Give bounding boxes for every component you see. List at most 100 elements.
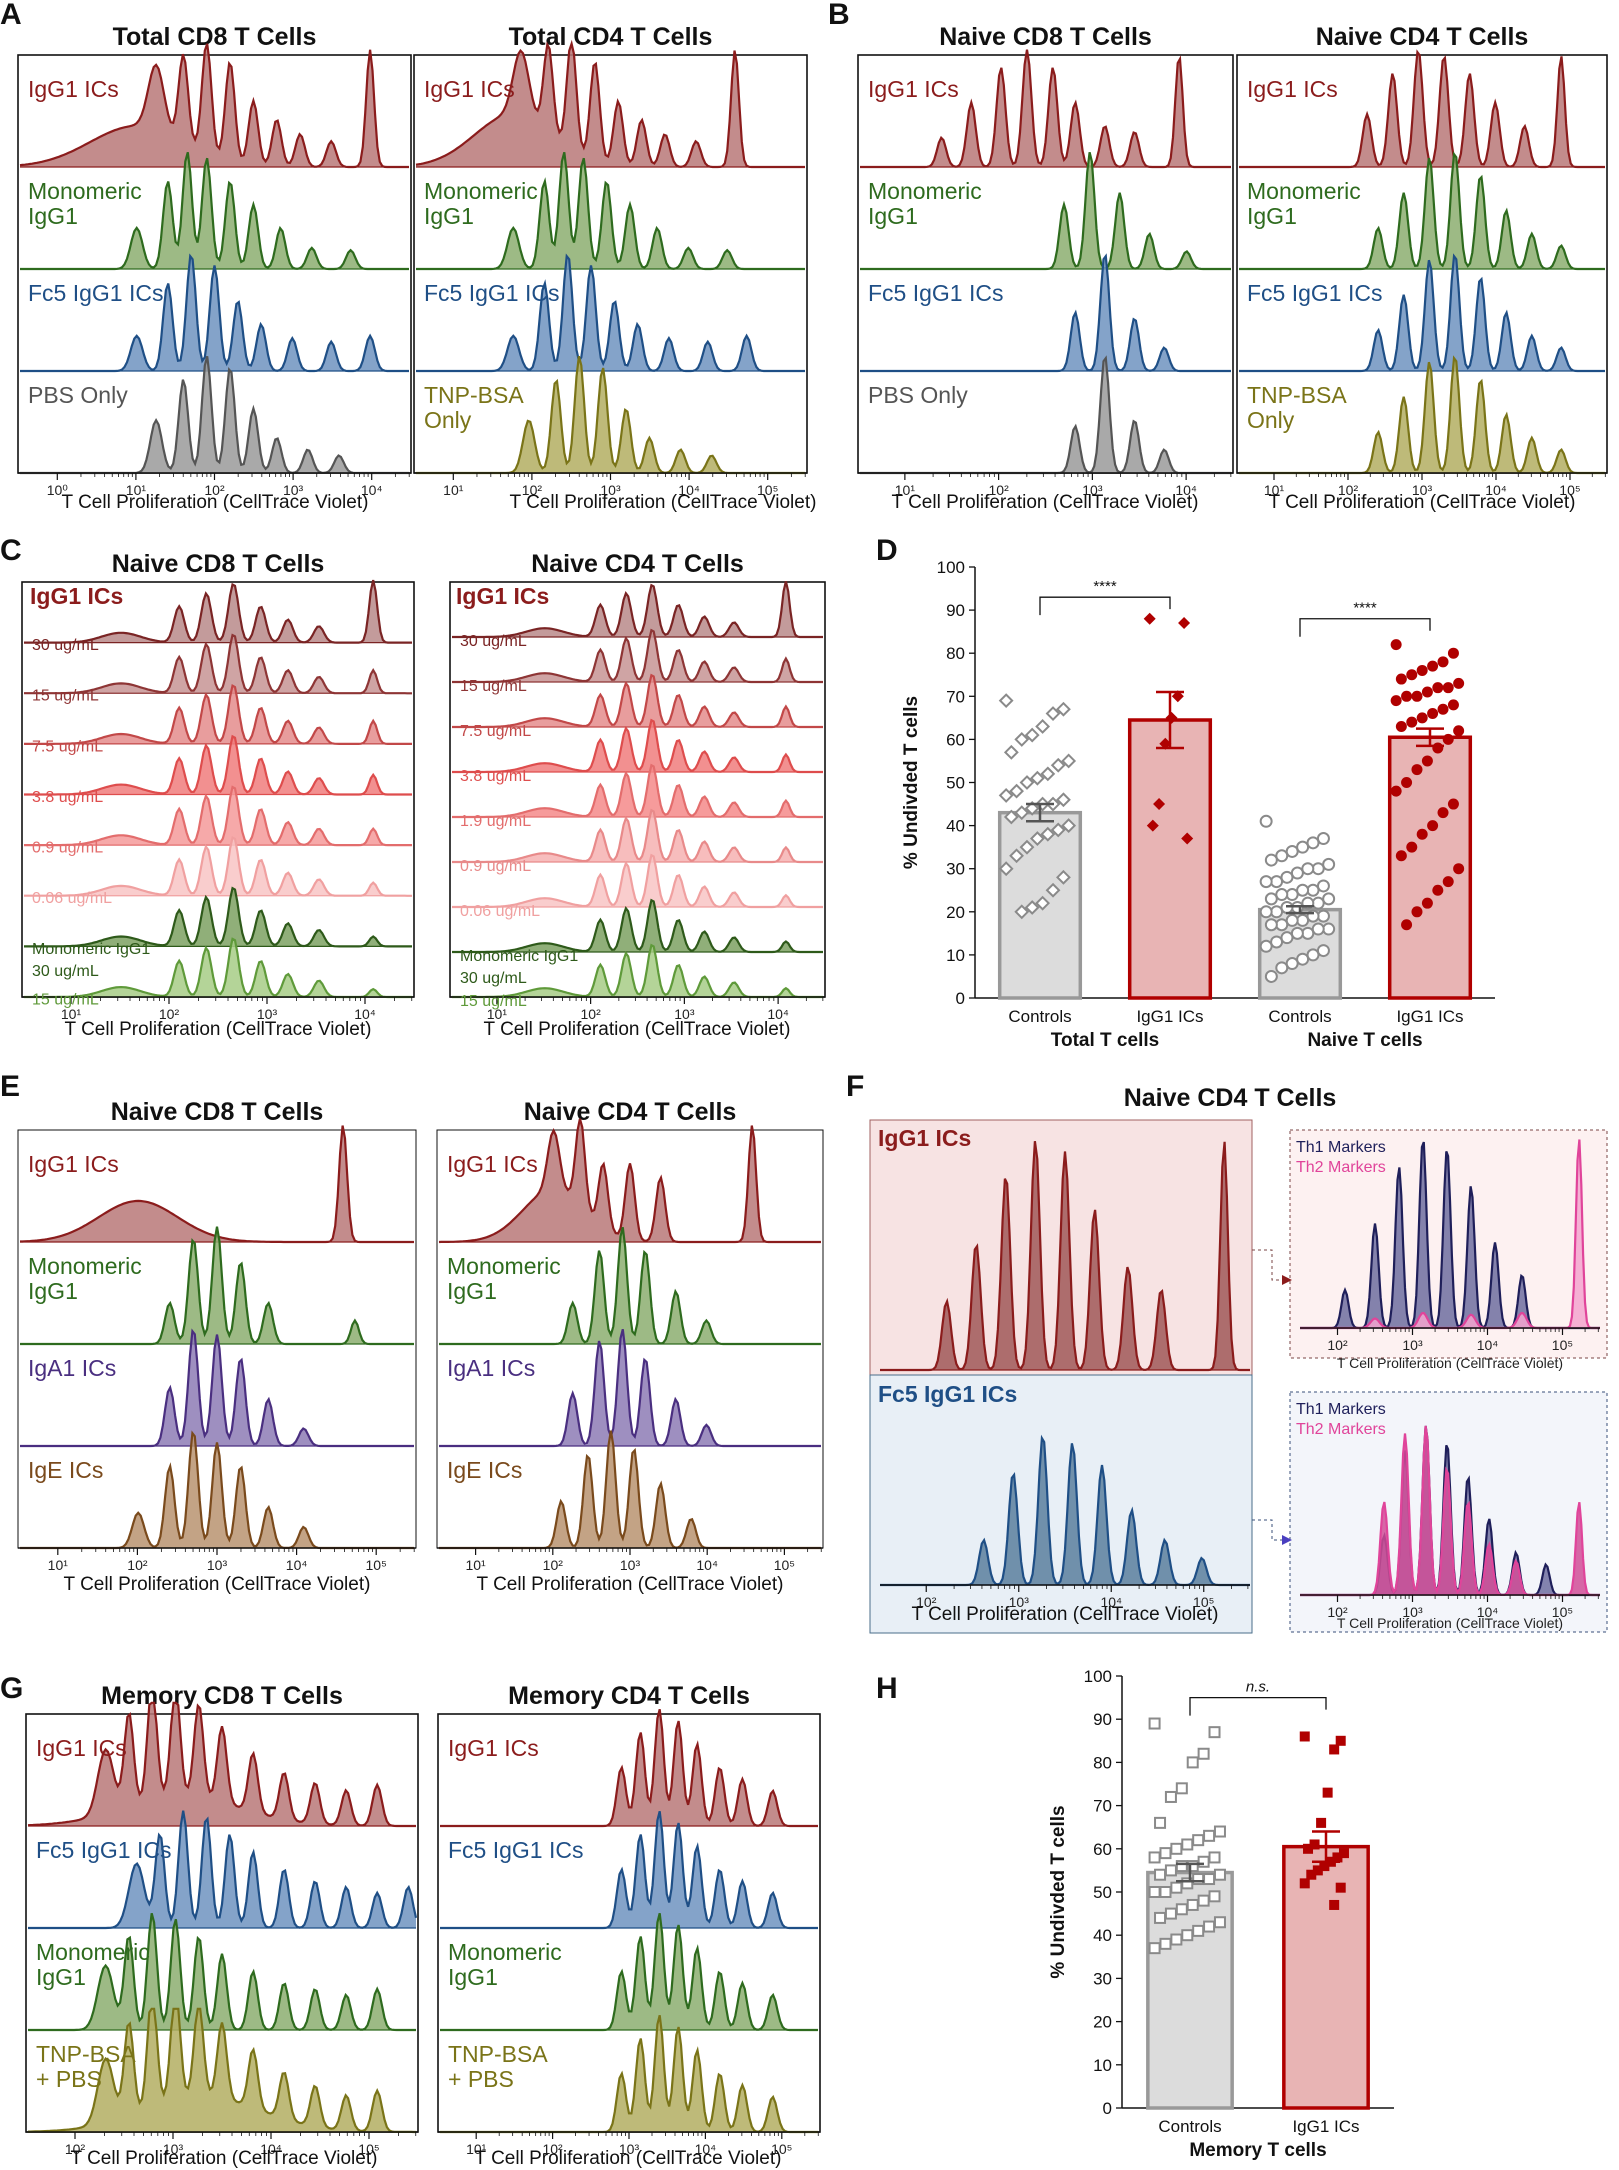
- panel-d-chart-point: [1178, 617, 1191, 630]
- panel-d-chart-point: [1029, 770, 1045, 786]
- panel-d-chart-point: [1322, 857, 1336, 871]
- panel-e-left-xaxis-tick-label: 10⁵: [366, 1557, 387, 1573]
- panel-b-left-row-label: IgG1: [868, 203, 918, 229]
- panel-a-right-xaxis-tick-label: 10⁴: [678, 482, 700, 498]
- panel-h-chart-point: [1197, 1747, 1210, 1760]
- panel-b-left-histogram-curve: [860, 355, 1231, 475]
- panel-h-chart-point: [1203, 1920, 1216, 1933]
- panel-d-chart-significance-bracket: [1299, 618, 1431, 637]
- panel-d-chart-point: [1437, 807, 1449, 819]
- panel-f-inset-top-xlabel: T Cell Proliferation (CellTrace Violet): [1337, 1355, 1563, 1371]
- panel-g-right-row-label: + PBS: [448, 2066, 514, 2092]
- panel-d-chart-point: [1264, 892, 1278, 906]
- panel-b-left: Naive CD8 T Cells 10¹ 10² 10³ 10⁴: [857, 23, 1234, 498]
- panel-d-chart-point: [1447, 699, 1459, 711]
- panel-h-chart-point: [1203, 1829, 1216, 1842]
- panel-d-chart-point: [1285, 888, 1299, 902]
- panel-f-top-histogram-fill: [880, 1141, 1250, 1370]
- panel-a-left-xaxis-tick-label: 10²: [204, 482, 225, 498]
- panel-d-chart-point: [1296, 840, 1310, 854]
- panel-c-right-xaxis-tick-label: 10²: [581, 1006, 602, 1022]
- panel-e-left-histogram-fill: [20, 1331, 414, 1446]
- panel-d-chart-point: [1406, 841, 1418, 853]
- panel-a-left-xlabel: T Cell Proliferation (CellTrace Violet): [62, 492, 369, 513]
- panel-g-right-xaxis-tick-label: 10⁵: [771, 2141, 792, 2157]
- panel-label-f: F: [846, 1070, 864, 1103]
- panel-d-chart-point: [1270, 875, 1284, 889]
- panel-c-left-row-label: 7.5 ug/mL: [32, 738, 103, 755]
- panel-a-left-row-label: Monomeric: [28, 178, 142, 204]
- panel-d-chart-point: [1296, 883, 1310, 897]
- panel-h-chart-point: [1335, 1735, 1346, 1746]
- panel-h-chart-point: [1192, 1873, 1205, 1886]
- panel-d-chart-point: [1296, 913, 1310, 927]
- panel-d-chart-point: [1301, 926, 1315, 940]
- panel-e-right-histogram-fill: [439, 1118, 821, 1242]
- panel-g-left-histogram-fill: [28, 1913, 416, 2030]
- panel-e-left-row-label: Monomeric: [28, 1253, 142, 1279]
- panel-g-left-xaxis-tick-label: 10³: [163, 2141, 184, 2157]
- panel-e-left-histogram-fill: [20, 1226, 414, 1344]
- panel-d-chart-point: [1316, 944, 1330, 958]
- panel-d-chart-point: [1401, 690, 1413, 702]
- panel-d-chart-point: [1285, 844, 1299, 858]
- panel-c-left-xaxis-tick-label: 10¹: [61, 1006, 82, 1022]
- panel-c-left-histogram-fill: [24, 888, 412, 947]
- panel-h-chart-point: [1175, 1860, 1188, 1873]
- panel-g-left-histogram-fill: [28, 1702, 416, 1826]
- panel-b-right-title: Naive CD4 T Cells: [1316, 23, 1529, 51]
- panel-e-right-row-label: IgA1 ICs: [447, 1355, 535, 1381]
- panel-a-right-xlabel: T Cell Proliferation (CellTrace Violet): [510, 492, 817, 513]
- panel-d-chart-point: [1270, 905, 1284, 919]
- panel-d-chart-point: [1453, 725, 1465, 737]
- panel-a-right-histogram-curve: [415, 39, 805, 169]
- panel-c-right-histogram-fill: [452, 630, 823, 682]
- panel-a-left-row-label: IgG1: [28, 203, 78, 229]
- panel-h-chart-point: [1175, 1903, 1188, 1916]
- panel-g-left: Memory CD8 T Cells 10² 10³ 10⁴ 10⁵: [25, 1682, 419, 2157]
- panel-h-chart-ytick-label: 70: [1093, 1797, 1112, 1816]
- panel-c-right-row-label: 30 ug/mL: [460, 633, 527, 650]
- panel-c-right-row-label: 1.9 ug/mL: [460, 813, 531, 830]
- panel-g-right-xaxis-tick-label: 10³: [619, 2141, 640, 2157]
- panel-d-chart-ytick-label: 90: [946, 601, 965, 620]
- panel-a-right-row-label: TNP-BSA: [424, 382, 524, 408]
- panel-d-chart-point: [1421, 897, 1433, 909]
- panel-e-left-title: Naive CD8 T Cells: [111, 1098, 324, 1126]
- panel-f-bottom-connector: [1252, 1519, 1282, 1541]
- panel-h-chart-point: [1329, 1744, 1340, 1755]
- panel-g-right-xaxis-tick-label: 10⁴: [695, 2141, 717, 2157]
- panel-d-chart-point: [1056, 701, 1071, 717]
- panel-c-left-xaxis-tick-label: 10³: [257, 1006, 278, 1022]
- panel-h-chart-point: [1159, 1937, 1172, 1950]
- panel-c-right-row-label: 0.9 ug/mL: [460, 858, 531, 875]
- panel-d-chart-point: [1019, 839, 1035, 855]
- panel-label-b: B: [828, 0, 850, 31]
- panel-d-chart-point: [1259, 905, 1273, 919]
- panel-h-chart-point: [1203, 1873, 1216, 1886]
- panel-h-chart-point: [1197, 1855, 1210, 1868]
- panel-d-chart-point: [1296, 952, 1310, 966]
- panel-f-top-arrow-icon: [1282, 1275, 1292, 1285]
- panel-d-chart-point: [1014, 904, 1030, 920]
- panel-h-chart-ytick-label: 50: [1093, 1883, 1112, 1902]
- panel-a-right-xaxis-tick-label: 10³: [600, 482, 621, 498]
- panel-d-chart-point: [1143, 612, 1156, 625]
- panel-d-chart-point: [1024, 900, 1040, 915]
- panel-b-right-xaxis-tick-label: 10²: [1338, 482, 1359, 498]
- panel-d-chart-point: [1453, 863, 1465, 875]
- panel-d-chart-point: [1181, 832, 1194, 845]
- panel-d-chart-point: [998, 861, 1014, 877]
- panel-d-chart-category-label: IgG1 ICs: [1136, 1007, 1203, 1026]
- panel-e-right-xaxis-tick-label: 10¹: [465, 1557, 486, 1573]
- panel-f-main-xlabel: T Cell Proliferation (CellTrace Violet): [912, 1604, 1219, 1625]
- panel-d-chart-ytick-label: 0: [956, 989, 965, 1008]
- panel-g-left-xlabel: T Cell Proliferation (CellTrace Violet): [71, 2148, 378, 2169]
- panel-h-chart-point: [1303, 1843, 1314, 1854]
- panel-d-chart-point: [1275, 918, 1289, 932]
- panel-g-left-xaxis-tick-label: 10²: [65, 2141, 86, 2157]
- panel-f-inset-bottom-xaxis-tick-label: 10²: [1327, 1604, 1348, 1620]
- panel-e-right-row-label: IgG1: [447, 1278, 497, 1304]
- panel-d-chart-point: [1264, 853, 1278, 867]
- panel-g-left-row-label: IgG1: [36, 1964, 86, 1990]
